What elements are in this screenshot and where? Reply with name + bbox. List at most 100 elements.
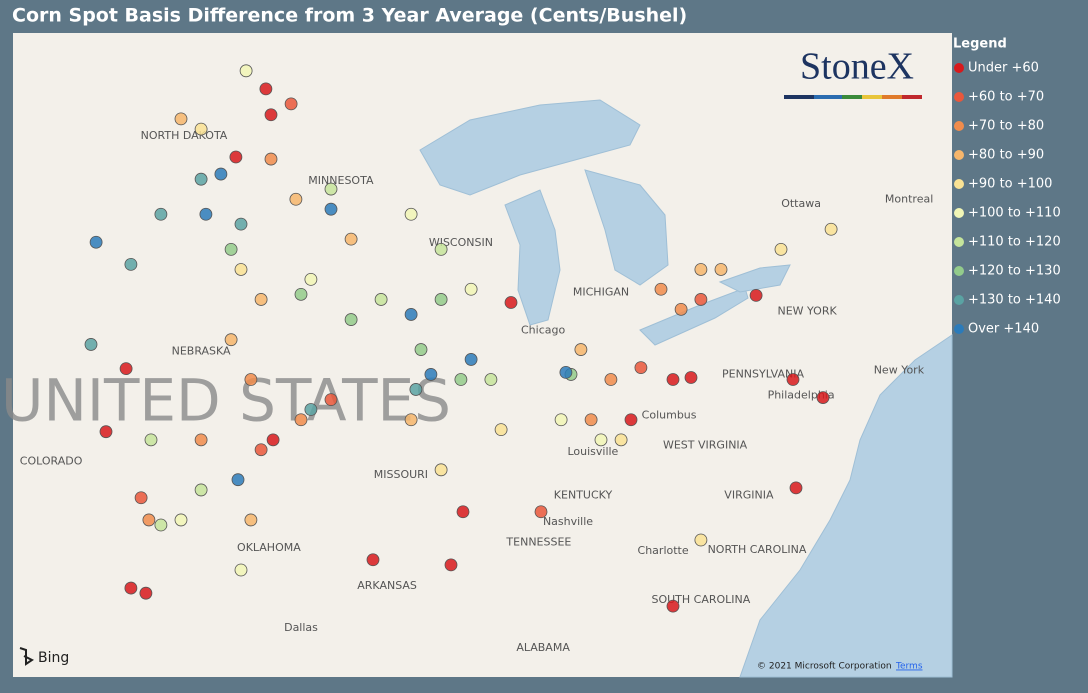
point: [344, 313, 358, 326]
point: [304, 272, 318, 286]
legend: Under +60 +60 to +70 +70 to +80 +80 to +90 +…: [954, 61, 1061, 337]
terms-link[interactable]: Terms: [895, 662, 923, 672]
point: [124, 581, 138, 595]
legend-label[interactable]: +130 to +140: [968, 293, 1061, 308]
legend-label[interactable]: +60 to +70: [968, 90, 1044, 105]
place-label: New York: [874, 364, 925, 377]
legend-label[interactable]: Over +140: [968, 322, 1039, 337]
provider: Bing: [38, 650, 69, 666]
point: [714, 263, 728, 276]
point: [234, 563, 248, 577]
legend-swatch: [954, 150, 964, 160]
point: [454, 373, 468, 386]
legend-swatch: [954, 237, 964, 247]
point: [464, 282, 478, 296]
point: [344, 232, 358, 246]
place-label: Dallas: [284, 621, 318, 634]
point: [694, 263, 708, 276]
point: [494, 423, 508, 437]
legend-swatch: [954, 92, 964, 102]
point: [694, 293, 708, 306]
place-label: SOUTH CAROLINA: [651, 593, 750, 606]
points: [84, 64, 838, 613]
legend-label[interactable]: Under +60: [968, 61, 1039, 76]
point: [624, 413, 638, 427]
point: [124, 257, 138, 271]
place-label: Chicago: [521, 323, 565, 336]
point: [244, 373, 258, 386]
place-label: ARKANSAS: [357, 579, 417, 592]
point: [456, 505, 470, 519]
point: [229, 150, 243, 164]
point: [142, 513, 156, 527]
point: [194, 172, 208, 186]
place-label: VIRGINIA: [724, 489, 774, 502]
legend-label[interactable]: +100 to +110: [968, 206, 1061, 221]
point: [234, 263, 248, 276]
point: [231, 473, 245, 487]
place-label: TENNESSEE: [505, 536, 571, 549]
place-label: MINNESOTA: [308, 174, 374, 187]
point: [224, 242, 238, 256]
point: [824, 222, 838, 236]
point: [414, 343, 428, 356]
point: [559, 365, 573, 379]
point: [666, 599, 680, 613]
legend-swatch: [954, 121, 964, 131]
point: [224, 333, 238, 347]
point: [366, 553, 380, 567]
point: [194, 433, 208, 447]
point: [266, 433, 280, 447]
legend-label[interactable]: +90 to +100: [968, 177, 1052, 192]
place-label: MICHIGAN: [573, 285, 629, 298]
point: [786, 373, 800, 386]
point: [434, 463, 448, 477]
point: [294, 287, 308, 301]
place-label: Nashville: [543, 515, 593, 528]
point: [294, 413, 308, 427]
point: [654, 282, 668, 296]
point: [584, 413, 598, 427]
point: [194, 483, 208, 497]
point: [434, 293, 448, 306]
point: [89, 235, 103, 249]
point: [484, 373, 498, 386]
legend-label[interactable]: +110 to +120: [968, 235, 1061, 250]
point: [324, 202, 338, 216]
place-label: Ottawa: [781, 197, 821, 210]
provider-icon: [19, 647, 34, 666]
point: [404, 308, 418, 321]
point: [604, 373, 618, 386]
legend-title: Legend: [953, 37, 1007, 52]
point: [254, 443, 268, 457]
point: [214, 167, 228, 181]
logo: StoneX: [800, 46, 914, 88]
place-label: Charlotte: [638, 544, 689, 557]
legend-label[interactable]: +70 to +80: [968, 119, 1044, 134]
point: [174, 513, 188, 527]
place-label: NEBRASKA: [172, 345, 231, 358]
legend-label[interactable]: +80 to +90: [968, 148, 1044, 163]
legend-label[interactable]: +120 to +130: [968, 264, 1061, 279]
point: [119, 362, 133, 376]
point: [194, 122, 208, 136]
point: [816, 391, 830, 404]
place-label: KENTUCKY: [554, 489, 613, 502]
legend-swatch: [954, 266, 964, 276]
point: [774, 242, 788, 256]
place-label: MISSOURI: [374, 468, 428, 481]
point: [284, 97, 298, 111]
point: [154, 207, 168, 221]
point: [84, 338, 98, 351]
point: [144, 433, 158, 447]
point: [264, 108, 278, 122]
point: [289, 192, 303, 206]
point: [404, 207, 418, 221]
point: [254, 293, 268, 306]
point: [464, 353, 478, 366]
point: [374, 293, 388, 306]
place-label: NORTH CAROLINA: [708, 543, 807, 556]
attribution: © 2021 Microsoft Corporation: [757, 662, 892, 672]
point: [534, 505, 548, 519]
